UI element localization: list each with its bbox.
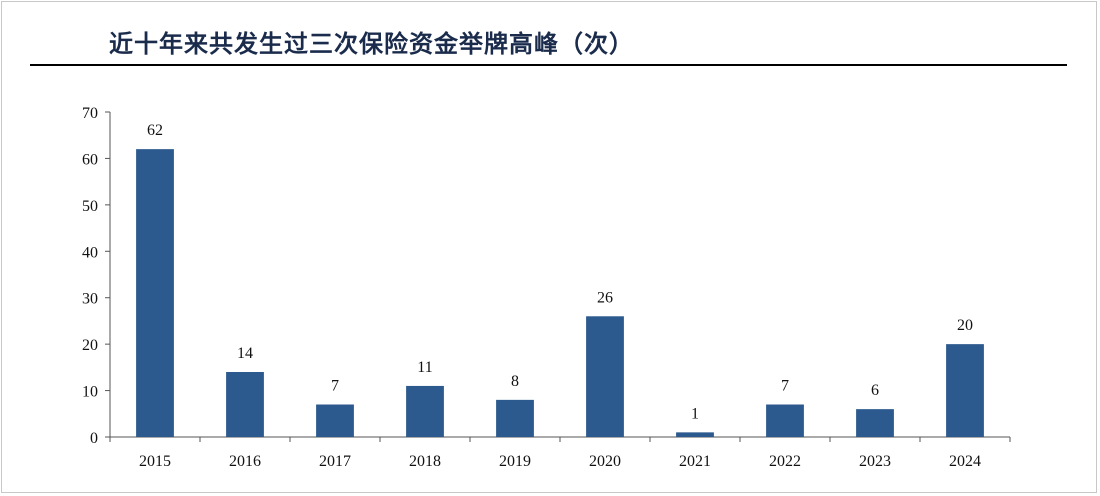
x-axis: 2015 2016 2017 2018 2019 2020 2021 2022 2023 2024 xyxy=(109,436,1011,470)
y-tick-label: 50 xyxy=(82,198,98,215)
bar-2016 xyxy=(226,372,264,437)
y-tick-label: 10 xyxy=(82,384,98,401)
bar-2021 xyxy=(676,432,714,437)
data-label-2018: 11 xyxy=(417,359,432,376)
x-tick-label-2019: 2019 xyxy=(499,453,531,470)
x-tick-label-2015: 2015 xyxy=(139,453,171,470)
y-tick-label: 70 xyxy=(82,105,98,122)
bar-2022 xyxy=(766,404,804,437)
bar-2019 xyxy=(496,399,534,437)
x-tick-label-2018: 2018 xyxy=(409,453,441,470)
data-label-2017: 7 xyxy=(331,378,339,395)
data-label-2019: 8 xyxy=(511,373,519,390)
y-tick-label: 60 xyxy=(82,151,98,168)
x-tick-label-2024: 2024 xyxy=(949,453,981,470)
data-labels: 62 14 7 11 8 26 1 7 6 20 xyxy=(147,122,973,422)
data-label-2024: 20 xyxy=(957,317,973,334)
x-tick-label-2021: 2021 xyxy=(679,453,711,470)
y-axis: 0 10 20 30 40 50 60 70 xyxy=(82,105,111,447)
x-tick-label-2022: 2022 xyxy=(769,453,801,470)
x-tick-label-2016: 2016 xyxy=(229,453,261,470)
x-tick-label-2017: 2017 xyxy=(319,453,351,470)
y-tick-label: 30 xyxy=(82,291,98,308)
x-tick-label-2023: 2023 xyxy=(859,453,891,470)
title-divider xyxy=(30,64,1067,66)
bar-2017 xyxy=(316,404,354,437)
chart-title: 近十年来共发生过三次保险资金举牌高峰（次） xyxy=(109,30,634,58)
data-label-2021: 1 xyxy=(691,405,699,422)
data-label-2015: 62 xyxy=(147,122,163,139)
y-tick-label: 0 xyxy=(90,430,98,447)
data-label-2023: 6 xyxy=(871,382,879,399)
data-label-2022: 7 xyxy=(781,378,789,395)
bar-2023 xyxy=(856,409,894,437)
data-label-2016: 14 xyxy=(237,345,253,362)
bars xyxy=(136,149,984,437)
bar-2024 xyxy=(946,344,984,437)
y-tick-label: 40 xyxy=(82,244,98,261)
bar-2015 xyxy=(136,149,174,437)
bar-2018 xyxy=(406,385,444,437)
x-tick-label-2020: 2020 xyxy=(589,453,621,470)
bar-2020 xyxy=(586,316,624,437)
data-label-2020: 26 xyxy=(597,289,613,306)
y-tick-label: 20 xyxy=(82,337,98,354)
